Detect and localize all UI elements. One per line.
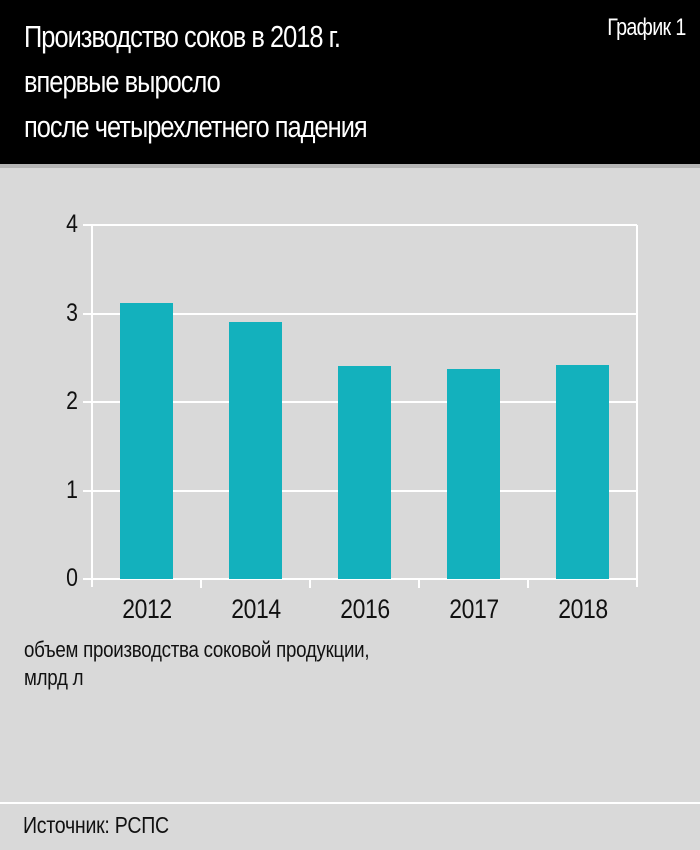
bar-2018 [556,364,609,579]
y-axis-caption: объем производства соковой продукции, мл… [24,636,370,692]
title-line-2: впервые выросло [24,64,221,99]
x-tick [200,579,202,588]
x-tick-label: 2017 [448,594,499,624]
footer-divider [0,802,700,804]
chart-title: Производство соков в 2018 г. впервые выр… [24,14,598,149]
x-tick-label: 2012 [121,594,172,624]
x-tick-label: 2018 [557,594,608,624]
chart-number: График 1 [607,14,687,41]
x-tick [418,579,420,588]
gridline [83,312,637,315]
x-tick [527,579,529,588]
title-line-3: после четырехлетнего падения [24,109,368,144]
x-tick [309,579,311,588]
axis-caption-line-1: объем производства соковой продукции, [24,637,370,662]
x-tick-label: 2016 [339,594,390,624]
y-tick-label: 4 [66,210,78,238]
bar-2016 [338,365,391,579]
y-tick-label: 2 [66,387,78,415]
bar-2017 [447,369,500,579]
bar-2014 [229,322,282,579]
right-border-line [636,225,638,587]
y-axis-line [91,225,93,587]
bar-2012 [120,302,173,579]
chart-header: Производство соков в 2018 г. впервые выр… [0,0,700,164]
header-divider [0,164,700,168]
gridline [83,224,637,226]
y-tick-label: 3 [66,298,78,327]
title-line-1: Производство соков в 2018 г. [24,19,341,54]
y-tick-label: 1 [66,475,78,504]
axis-caption-line-2: млрд л [24,665,84,690]
source-note: Источник: РСПС [23,812,169,838]
gridline [83,578,637,580]
y-tick-label: 0 [66,564,78,592]
x-tick-label: 2014 [230,594,281,624]
